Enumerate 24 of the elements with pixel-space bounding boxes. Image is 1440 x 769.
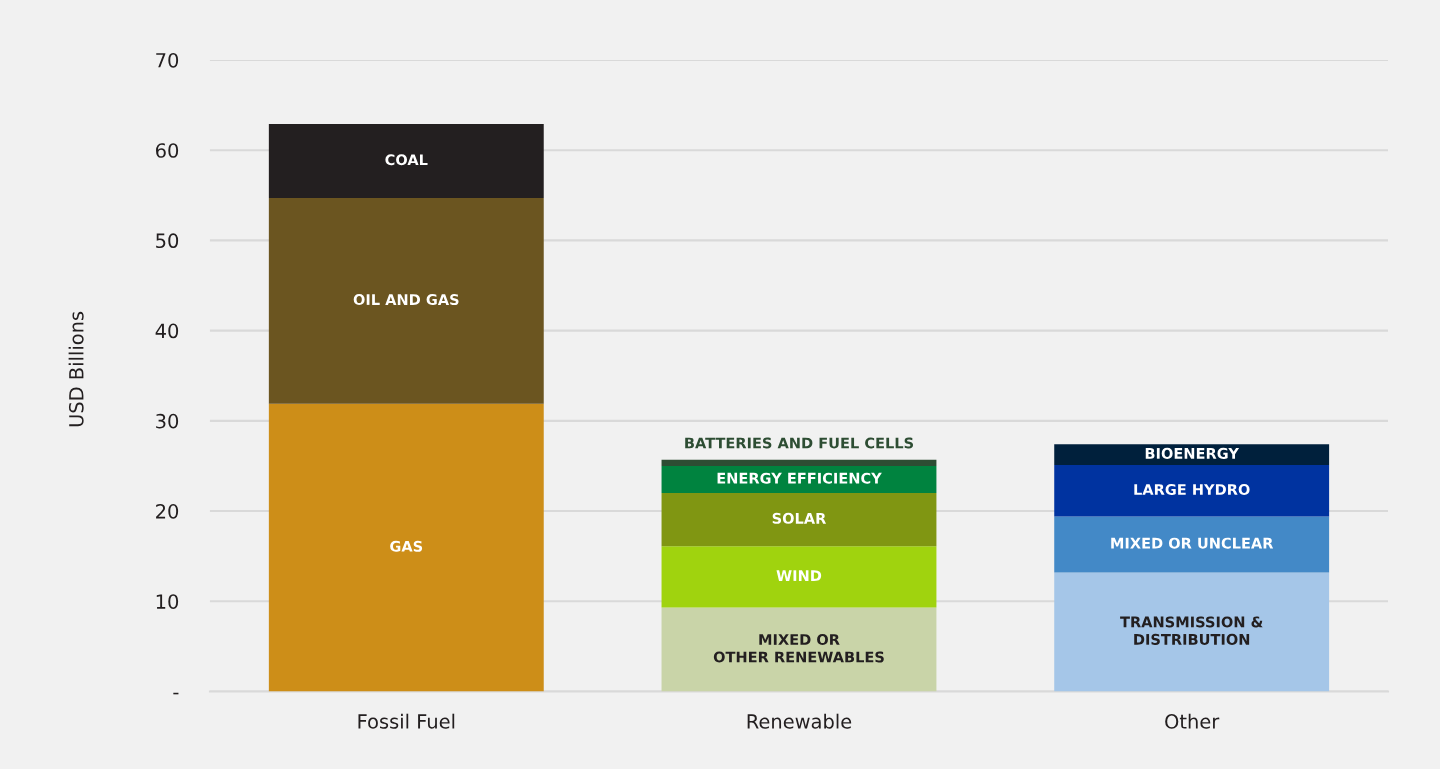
y-tick-label: 10 — [156, 594, 179, 609]
x-tick-label: Other — [1165, 713, 1220, 729]
y-axis-title: USD Billions — [68, 311, 84, 427]
series-label: WIND — [776, 570, 822, 581]
series-label: BIOENERGY — [1145, 447, 1240, 459]
x-tick-label: Fossil Fuel — [358, 713, 455, 729]
y-tick-label: 30 — [156, 413, 179, 429]
series-label: SOLAR — [772, 512, 827, 524]
y-tick-label: 40 — [155, 323, 179, 339]
x-tick-label: Renewable — [747, 713, 852, 729]
y-tick-label: 20 — [156, 504, 179, 519]
series-label: GAS — [390, 540, 423, 552]
series-label: ENERGY EFFICIENCY — [717, 472, 882, 484]
series-label: LARGE HYDRO — [1134, 483, 1250, 495]
y-tick-label: 50 — [156, 233, 179, 249]
series-label: COAL — [385, 154, 428, 166]
series-label: OIL AND GAS — [353, 294, 459, 306]
y-tick-label: 60 — [156, 143, 179, 158]
series-label: TRANSMISSION & DISTRIBUTION — [1120, 616, 1263, 645]
y-tick-label: 70 — [156, 52, 179, 68]
y-tick-label: - — [173, 692, 179, 695]
series-label: MIXED OR OTHER RENEWABLES — [713, 634, 884, 663]
series-label: BATTERIES AND FUEL CELLS — [685, 437, 914, 449]
series-label: MIXED OR UNCLEAR — [1111, 537, 1274, 549]
